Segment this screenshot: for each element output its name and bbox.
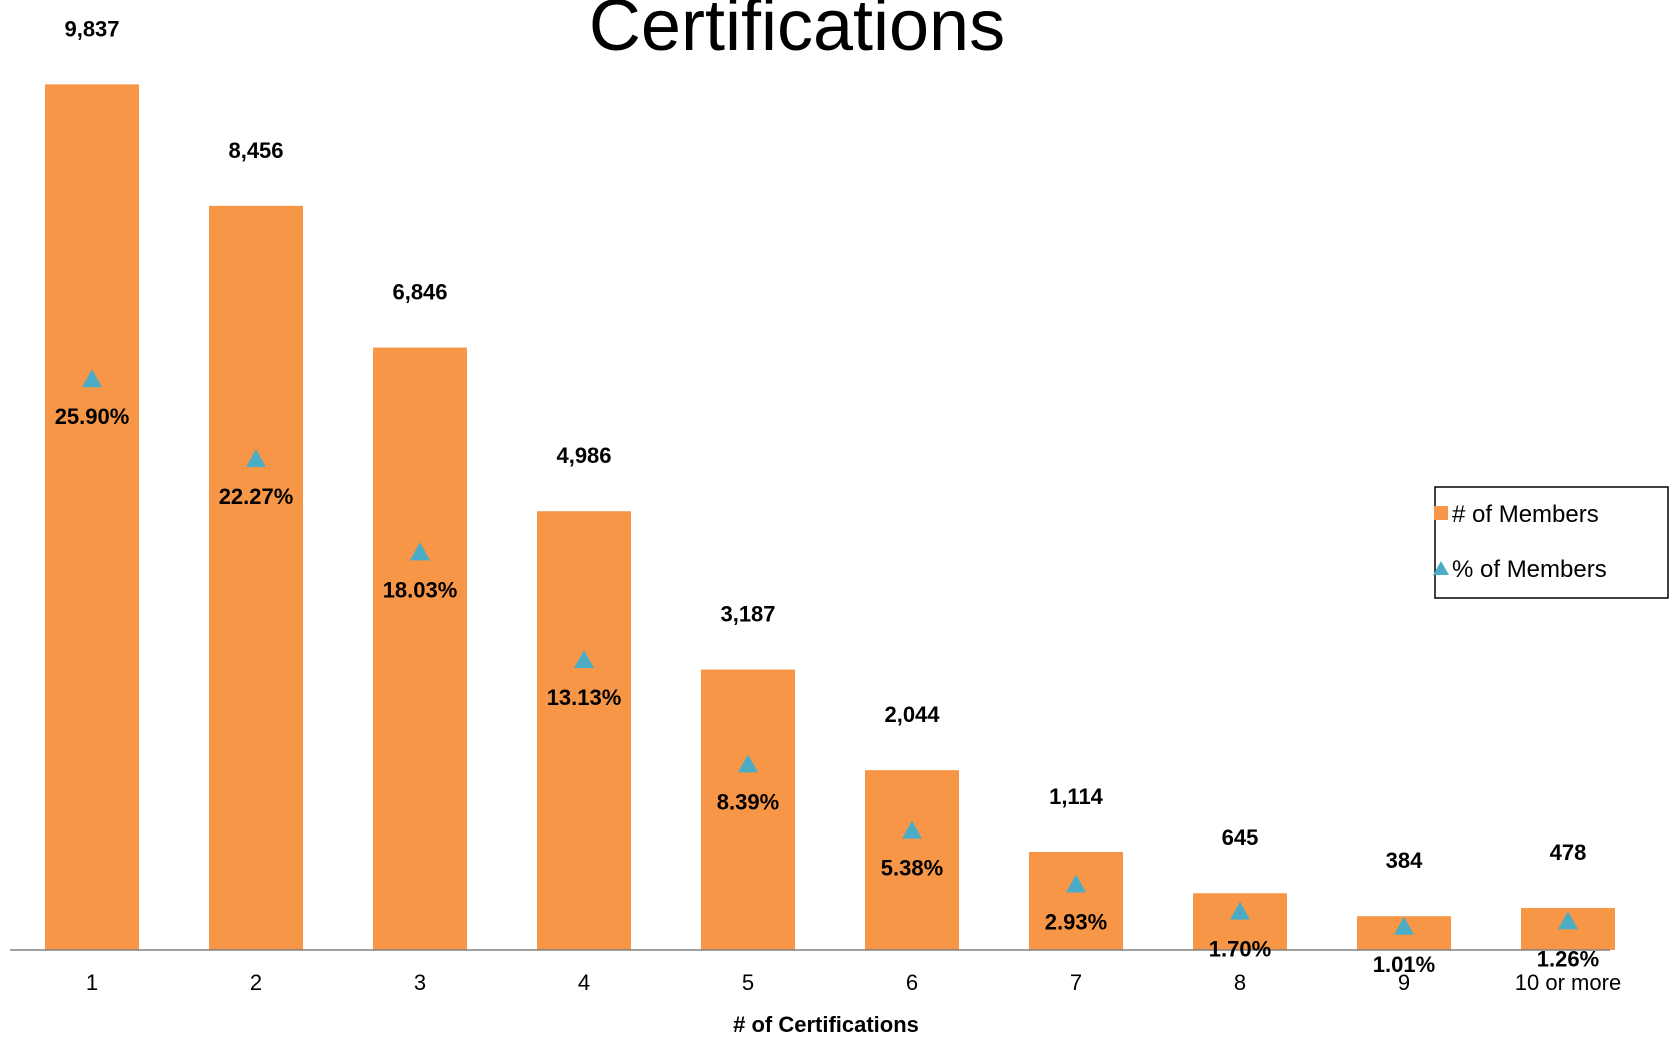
bar-value-label-8: 645 bbox=[1222, 825, 1259, 850]
bar-value-label-7: 1,114 bbox=[1049, 784, 1104, 809]
x-tick-label-6: 6 bbox=[906, 970, 918, 995]
labels-layer: 9,837 25.90% 1 8,456 22.27% 2 6,846 18.03% 3 4,98… bbox=[55, 16, 1622, 995]
pct-value-label-5: 8.39% bbox=[717, 789, 779, 814]
x-tick-label-1: 1 bbox=[86, 970, 98, 995]
legend-bar-swatch bbox=[1434, 506, 1448, 520]
pct-marker-5 bbox=[738, 754, 758, 773]
chart-title: Certifications bbox=[589, 0, 1005, 66]
x-tick-label-7: 7 bbox=[1070, 970, 1082, 995]
bar-value-label-6: 2,044 bbox=[884, 702, 940, 727]
pct-value-label-2: 22.27% bbox=[219, 484, 294, 509]
pct-marker-9 bbox=[1394, 916, 1414, 935]
bar-members-6 bbox=[865, 770, 959, 950]
legend-label-members-count: # of Members bbox=[1452, 501, 1599, 528]
x-tick-label-5: 5 bbox=[742, 970, 754, 995]
pct-value-label-10: 1.26% bbox=[1537, 946, 1599, 971]
pct-value-label-1: 25.90% bbox=[55, 404, 130, 429]
pct-value-label-9: 1.01% bbox=[1373, 952, 1435, 977]
x-tick-label-10: 10 or more bbox=[1515, 970, 1621, 995]
bar-members-2 bbox=[209, 205, 303, 950]
legend-triangle-swatch bbox=[1433, 561, 1449, 575]
x-tick-label-3: 3 bbox=[414, 970, 426, 995]
pct-marker-7 bbox=[1066, 874, 1086, 893]
bar-members-5 bbox=[701, 669, 795, 950]
legend-box bbox=[1434, 486, 1669, 599]
pct-marker-4 bbox=[574, 650, 594, 669]
x-axis-title: # of Certifications bbox=[733, 1012, 919, 1037]
pct-marker-10 bbox=[1558, 911, 1578, 930]
pct-value-label-7: 2.93% bbox=[1045, 910, 1107, 935]
bar-members-3 bbox=[373, 347, 467, 950]
pct-value-label-4: 13.13% bbox=[547, 685, 622, 710]
legend-label-members-percent: % of Members bbox=[1452, 556, 1607, 583]
bar-value-label-9: 384 bbox=[1386, 848, 1423, 873]
bar-value-label-5: 3,187 bbox=[720, 602, 775, 627]
bar-value-label-4: 4,986 bbox=[556, 443, 611, 468]
bar-value-label-1: 9,837 bbox=[64, 16, 119, 41]
pct-marker-3 bbox=[410, 542, 430, 561]
pct-marker-1 bbox=[82, 369, 102, 388]
pct-marker-6 bbox=[902, 820, 922, 839]
bars-layer bbox=[45, 84, 1615, 951]
pct-value-label-3: 18.03% bbox=[383, 577, 458, 602]
pct-marker-2 bbox=[246, 449, 266, 468]
legend: # of Members % of Members bbox=[1433, 486, 1669, 599]
x-tick-label-8: 8 bbox=[1234, 970, 1246, 995]
pct-value-label-8: 1.70% bbox=[1209, 937, 1271, 962]
bar-members-4 bbox=[537, 511, 631, 950]
bar-value-label-3: 6,846 bbox=[392, 280, 447, 305]
x-tick-label-2: 2 bbox=[250, 970, 262, 995]
bar-members-1 bbox=[45, 84, 139, 951]
bar-members-7 bbox=[1029, 851, 1123, 950]
pct-marker-8 bbox=[1230, 901, 1250, 920]
bar-value-label-2: 8,456 bbox=[228, 138, 283, 163]
bar-value-label-10: 478 bbox=[1550, 840, 1587, 865]
x-tick-label-9: 9 bbox=[1398, 970, 1410, 995]
pct-value-label-6: 5.38% bbox=[881, 856, 943, 881]
x-tick-label-4: 4 bbox=[578, 970, 590, 995]
